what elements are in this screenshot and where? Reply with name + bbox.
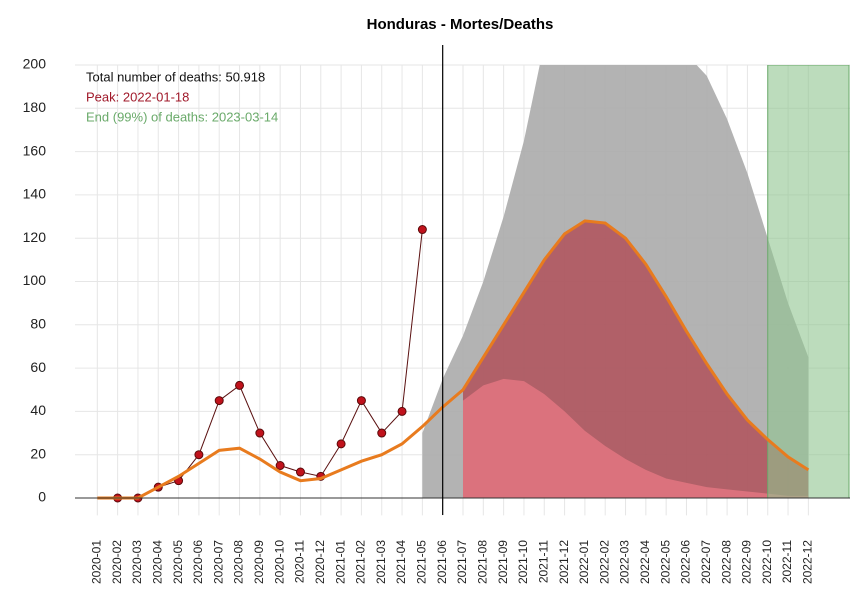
x-tick-label: 2020-08 bbox=[232, 540, 246, 584]
y-tick-label: 80 bbox=[30, 316, 46, 332]
x-tick-label: 2020-07 bbox=[211, 540, 225, 584]
x-tick-label: 2022-02 bbox=[597, 540, 611, 584]
x-tick-label: 2022-03 bbox=[618, 540, 632, 584]
x-tick-label: 2021-10 bbox=[516, 540, 530, 584]
annotation: End (99%) of deaths: 2023-03-14 bbox=[86, 109, 278, 124]
observed-point bbox=[214, 396, 224, 406]
x-tick-label: 2022-07 bbox=[699, 540, 713, 584]
x-tick-label: 2021-02 bbox=[354, 540, 368, 584]
observed-point bbox=[397, 406, 407, 416]
x-tick-label: 2020-12 bbox=[313, 540, 327, 584]
x-tick-label: 2020-01 bbox=[89, 540, 103, 584]
x-tick-label: 2020-06 bbox=[191, 540, 205, 584]
x-tick-label: 2020-04 bbox=[150, 540, 164, 584]
x-tick-label: 2020-05 bbox=[171, 540, 185, 584]
x-tick-label: 2022-12 bbox=[801, 540, 815, 584]
y-tick-label: 140 bbox=[23, 186, 47, 202]
y-tick-label: 0 bbox=[38, 489, 46, 505]
x-tick-label: 2021-05 bbox=[415, 540, 429, 584]
end-region bbox=[767, 65, 850, 499]
observed-point bbox=[417, 225, 427, 235]
x-tick-label: 2021-12 bbox=[557, 540, 571, 584]
observed-point bbox=[255, 428, 265, 438]
x-tick-label: 2020-10 bbox=[272, 540, 286, 584]
y-tick-label: 100 bbox=[23, 272, 47, 288]
smoothed-line bbox=[97, 219, 810, 500]
observed-point bbox=[377, 428, 387, 438]
x-tick-label: 2021-04 bbox=[394, 540, 408, 584]
y-tick-label: 60 bbox=[30, 359, 46, 375]
y-tick-label: 120 bbox=[23, 229, 47, 245]
x-tick-label: 2021-08 bbox=[475, 540, 489, 584]
x-tick-label: 2020-02 bbox=[110, 540, 124, 584]
observed-point bbox=[235, 380, 245, 390]
x-tick-label: 2022-06 bbox=[679, 540, 693, 584]
y-tick-label: 40 bbox=[30, 402, 46, 418]
x-tick-label: 2022-05 bbox=[658, 540, 672, 584]
observed-point bbox=[194, 450, 204, 460]
observed-line bbox=[117, 229, 423, 499]
x-tick-label: 2021-07 bbox=[455, 540, 469, 584]
x-tick-label: 2021-01 bbox=[333, 540, 347, 584]
x-tick-label: 2022-04 bbox=[638, 540, 652, 584]
x-tick-label: 2022-11 bbox=[780, 540, 794, 583]
annotation: Total number of deaths: 50.918 bbox=[86, 69, 265, 84]
x-tick-label: 2021-06 bbox=[435, 540, 449, 584]
y-tick-label: 200 bbox=[23, 56, 47, 72]
chart-title: Honduras - Mortes/Deaths bbox=[367, 16, 554, 33]
observed-point bbox=[295, 467, 305, 477]
y-tick-label: 180 bbox=[23, 99, 47, 115]
x-tick-label: 2020-03 bbox=[130, 540, 144, 584]
observed-point bbox=[275, 461, 285, 471]
x-tick-label: 2022-09 bbox=[740, 540, 754, 584]
x-tick-label: 2021-09 bbox=[496, 540, 510, 584]
observed-point bbox=[356, 396, 366, 406]
annotation: Peak: 2022-01-18 bbox=[86, 89, 189, 104]
x-tick-label: 2020-11 bbox=[293, 540, 307, 583]
x-tick-label: 2022-08 bbox=[719, 540, 733, 584]
forecast-area bbox=[463, 378, 809, 498]
observed-point bbox=[336, 439, 346, 449]
x-tick-label: 2020-09 bbox=[252, 540, 266, 584]
y-tick-label: 160 bbox=[23, 142, 47, 158]
y-tick-label: 20 bbox=[30, 445, 46, 461]
x-tick-label: 2022-01 bbox=[577, 540, 591, 584]
x-tick-label: 2021-11 bbox=[536, 540, 550, 583]
x-tick-label: 2022-10 bbox=[760, 540, 774, 584]
x-tick-label: 2021-03 bbox=[374, 540, 388, 584]
